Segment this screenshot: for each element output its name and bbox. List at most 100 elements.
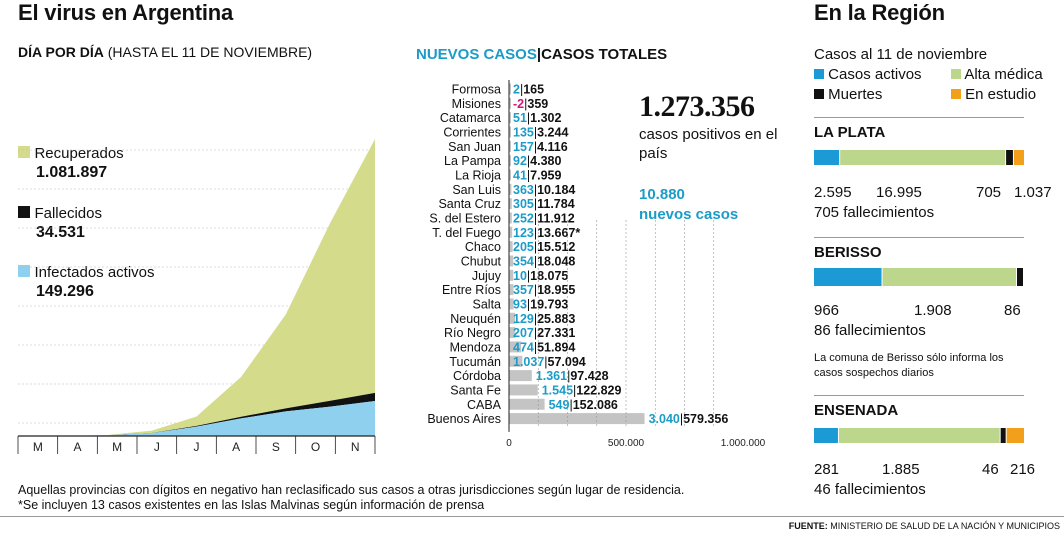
total-bar bbox=[509, 298, 514, 310]
bar-tick-label: 0 bbox=[506, 438, 512, 449]
region-date: Casos al 11 de noviembre bbox=[814, 46, 988, 63]
region-legend-study: En estudio bbox=[951, 86, 1036, 103]
segment-discharged bbox=[882, 268, 1016, 286]
city-la-plata-discharged: 16.995 bbox=[876, 184, 922, 201]
region-legend-active-label: Casos activos bbox=[828, 66, 922, 83]
new-cases-number: 10.880 bbox=[639, 186, 685, 203]
value-separator: | bbox=[534, 326, 537, 340]
bar-value-label: 123|13.667* bbox=[513, 226, 580, 240]
province-label: Córdoba bbox=[453, 369, 501, 383]
city-la-plata-fallecimientos: 705 fallecimientos bbox=[814, 204, 935, 221]
new-cases-value: 2 bbox=[513, 83, 520, 97]
region-legend-deaths: Muertes bbox=[814, 86, 882, 103]
province-label: Entre Ríos bbox=[442, 283, 501, 297]
province-label: T. del Fuego bbox=[432, 226, 501, 240]
value-separator: | bbox=[567, 369, 570, 383]
province-label: Misiones bbox=[452, 97, 501, 111]
total-bar bbox=[509, 384, 538, 396]
bar-tick-label: 1.000.000 bbox=[721, 438, 766, 449]
total-cases-value: 4.380 bbox=[530, 154, 561, 168]
source-rest: MINISTERIO DE SALUD DE LA NACIÓN Y MUNIC… bbox=[827, 521, 1060, 531]
value-separator: | bbox=[544, 355, 547, 369]
region-title: En la Región bbox=[814, 0, 945, 25]
total-bar bbox=[509, 370, 532, 382]
value-separator: | bbox=[527, 269, 530, 283]
bar-value-label: 93|19.793 bbox=[513, 297, 568, 311]
new-cases-value: 1.545 bbox=[542, 383, 573, 397]
x-tick-label: N bbox=[351, 440, 360, 454]
value-separator: | bbox=[534, 211, 537, 225]
new-cases-value: 157 bbox=[513, 140, 534, 154]
bar-tick-label: 500.000 bbox=[608, 438, 645, 449]
value-separator: | bbox=[534, 197, 537, 211]
city-la-plata-name: LA PLATA bbox=[814, 124, 886, 141]
recovered-value: 1.081.897 bbox=[36, 164, 108, 181]
daily-subtitle-bold: DÍA POR DÍA bbox=[18, 44, 104, 60]
value-separator: | bbox=[527, 154, 530, 168]
province-label: San Juan bbox=[448, 140, 501, 154]
total-cases-value: 165 bbox=[523, 83, 544, 97]
total-bar bbox=[509, 398, 545, 410]
total-cases-value: 11.912 bbox=[537, 211, 575, 225]
x-tick-label: S bbox=[272, 440, 280, 454]
value-separator: | bbox=[534, 312, 537, 326]
value-separator: | bbox=[534, 226, 537, 240]
area-active bbox=[18, 400, 375, 436]
province-label: Río Negro bbox=[444, 326, 501, 340]
total-bar bbox=[509, 198, 512, 210]
segment-active bbox=[814, 268, 882, 286]
value-separator: | bbox=[534, 125, 537, 139]
province-label: Tucumán bbox=[449, 355, 501, 369]
province-label: Formosa bbox=[452, 83, 501, 97]
new-cases-value: 41 bbox=[513, 168, 527, 182]
footer-divider bbox=[0, 516, 1064, 517]
total-bar bbox=[509, 327, 516, 339]
city-berisso-bar bbox=[814, 268, 1023, 286]
total-cases-value: 7.959 bbox=[530, 168, 561, 182]
new-cases-value: 3.040 bbox=[649, 412, 680, 426]
total-cases-text: casos positivos en el país bbox=[639, 126, 778, 162]
city-la-plata-active: 2.595 bbox=[814, 184, 852, 201]
bar-value-label: 305|11.784 bbox=[513, 197, 575, 211]
divider bbox=[814, 117, 1024, 118]
total-bar bbox=[509, 355, 523, 367]
city-ensenada-discharged: 1.885 bbox=[882, 461, 920, 478]
value-separator: | bbox=[520, 83, 523, 97]
total-cases-value: 10.184 bbox=[537, 183, 575, 197]
province-label: Chubut bbox=[461, 254, 502, 268]
province-label: Mendoza bbox=[450, 340, 501, 354]
total-bar bbox=[509, 269, 514, 281]
total-cases-value: 18.955 bbox=[537, 283, 575, 297]
new-cases-value: -2 bbox=[513, 97, 524, 111]
active-value: 149.296 bbox=[36, 283, 94, 300]
divider bbox=[814, 237, 1024, 238]
city-berisso-active: 966 bbox=[814, 302, 840, 319]
segment-deaths bbox=[1016, 268, 1023, 286]
city-la-plata-deaths: 705 bbox=[976, 184, 1002, 201]
total-bar bbox=[509, 226, 513, 238]
new-cases-value: 51 bbox=[513, 111, 527, 125]
value-separator: | bbox=[527, 297, 530, 311]
recovered-label: Recuperados bbox=[34, 145, 124, 162]
divider bbox=[814, 395, 1024, 396]
total-bar bbox=[509, 284, 514, 296]
bar-value-label: 252|11.912 bbox=[513, 211, 575, 225]
footnote-1: Aquellas provincias con dígitos en negat… bbox=[18, 483, 685, 497]
value-separator: | bbox=[527, 168, 530, 182]
segment-study bbox=[1006, 428, 1024, 443]
new-cases-value: 207 bbox=[513, 326, 534, 340]
recovered-swatch bbox=[18, 146, 30, 158]
footnote-2: *Se incluyen 13 casos existentes en las … bbox=[18, 498, 485, 512]
total-bar bbox=[509, 155, 511, 167]
header-sep: | bbox=[536, 46, 542, 63]
x-tick-label: O bbox=[311, 440, 320, 454]
new-cases-value: 474 bbox=[513, 340, 534, 354]
city-ensenada-active: 281 bbox=[814, 461, 840, 478]
segment-discharged bbox=[840, 150, 1006, 165]
total-cases-value: 1.302 bbox=[530, 111, 561, 125]
total-bar bbox=[509, 413, 645, 425]
bar-value-label: 363|10.184 bbox=[513, 183, 575, 197]
bar-value-label: 3.040|579.356 bbox=[649, 412, 729, 426]
region-active-swatch bbox=[814, 69, 824, 79]
